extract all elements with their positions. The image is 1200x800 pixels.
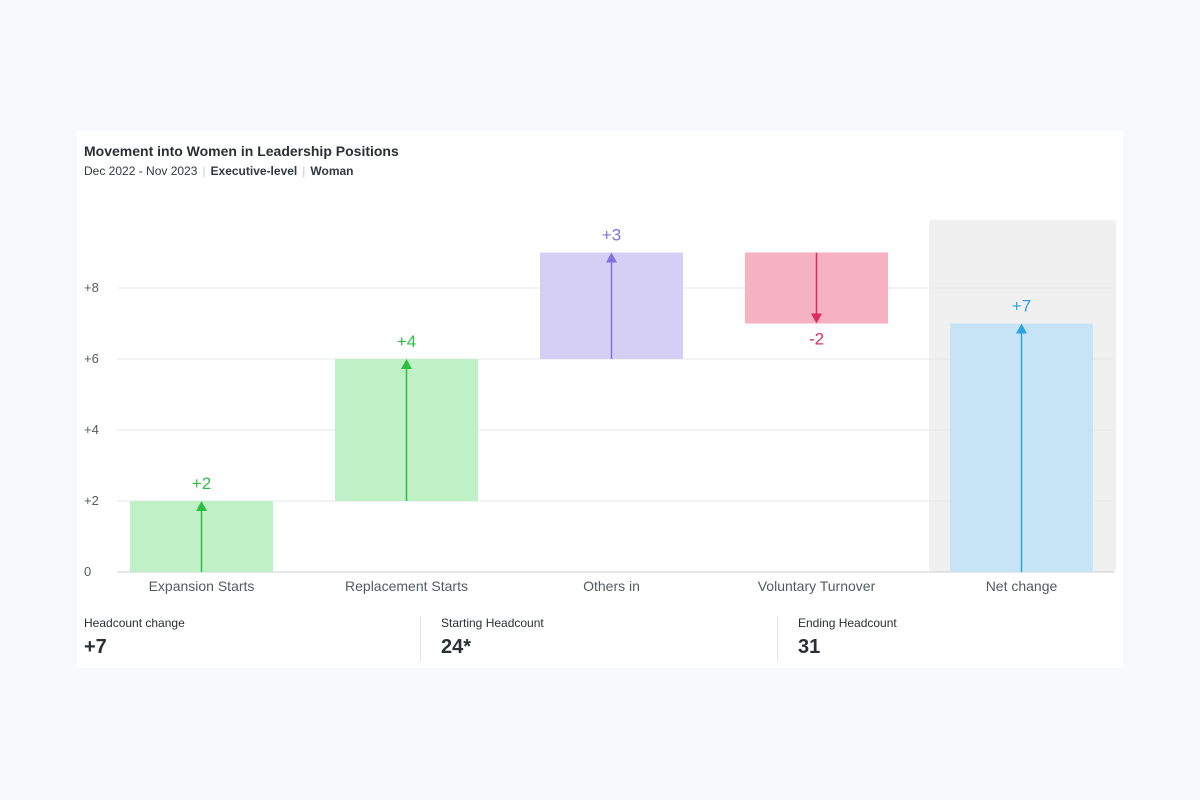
stat-divider — [777, 616, 778, 662]
summary-stats: Headcount change +7 Starting Headcount 2… — [77, 606, 1123, 666]
data-label: +2 — [192, 474, 211, 493]
x-tick-label: Others in — [583, 578, 640, 594]
bar-arrow-head — [196, 501, 207, 511]
chart-subtitle: Dec 2022 - Nov 2023 | Executive-level | Woma… — [84, 164, 354, 178]
stat-value: +7 — [84, 636, 107, 658]
x-tick-label: Voluntary Turnover — [758, 578, 876, 594]
stat-label: Ending Headcount — [798, 616, 897, 630]
chart-title: Movement into Women in Leadership Positi… — [84, 143, 399, 159]
stat-divider — [420, 616, 421, 662]
x-tick-label: Expansion Starts — [149, 578, 255, 594]
x-tick-label: Net change — [986, 578, 1058, 594]
bar-arrow-head — [401, 359, 412, 369]
level-filter-label: Executive-level — [210, 164, 298, 178]
y-tick-label: 0 — [84, 564, 91, 579]
bar-arrow-head — [1016, 323, 1027, 334]
y-tick-label: +4 — [84, 422, 99, 437]
period-label: Dec 2022 - Nov 2023 — [84, 164, 198, 178]
data-label: +3 — [602, 226, 621, 245]
y-tick-label: +8 — [84, 280, 99, 295]
x-tick-label: Replacement Starts — [345, 578, 468, 594]
stat-label: Headcount change — [84, 616, 185, 630]
y-tick-label: +2 — [84, 493, 99, 508]
stat-value: 31 — [798, 636, 821, 658]
bar-arrow-head — [606, 252, 617, 263]
separator: | — [302, 164, 306, 178]
data-label: +7 — [1012, 297, 1031, 316]
stat-label: Starting Headcount — [441, 616, 544, 630]
separator: | — [202, 164, 206, 178]
y-tick-label: +6 — [84, 351, 99, 366]
bar-arrow-head — [811, 313, 822, 324]
waterfall-chart: 0 +2 +4 +6 +8 +2 Expansion Starts +4 Replacement… — [84, 220, 1116, 594]
data-label: +4 — [397, 332, 416, 351]
data-label: -2 — [809, 330, 824, 349]
stat-value: 24* — [441, 636, 472, 658]
gender-filter-label: Woman — [310, 164, 354, 178]
chart-card: Movement into Women in Leadership Positi… — [77, 131, 1123, 668]
